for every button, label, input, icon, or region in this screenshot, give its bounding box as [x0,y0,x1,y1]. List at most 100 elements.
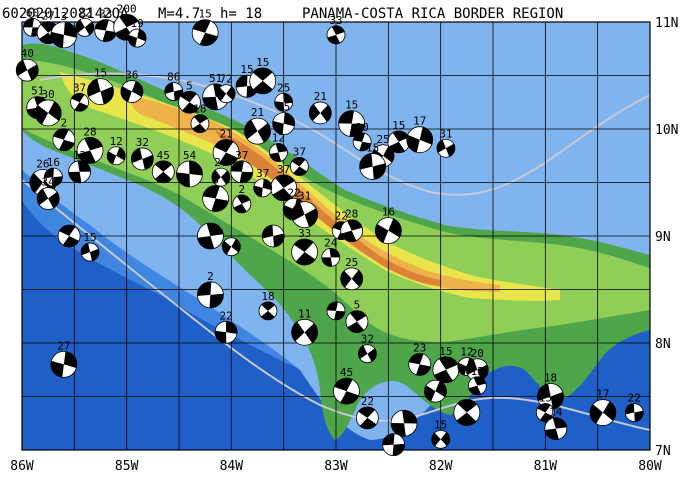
depth-label: 15 [434,418,447,431]
focal-mechanism: 33 [291,227,319,266]
compressional-quadrant [275,174,295,188]
depth-label: 22 [288,186,301,199]
compressional-quadrant [383,146,395,163]
focal-mechanism: 3 [202,174,230,212]
compressional-quadrant [189,160,203,176]
compressional-quadrant [52,176,63,187]
depth-label: 25 [376,133,389,146]
depth-label: 15 [240,63,253,76]
depth-label: 5 [354,299,361,312]
compressional-quadrant [537,383,551,401]
depth-label: 33 [298,227,311,240]
focal-mechanism: 22 [214,309,238,344]
compressional-quadrant [367,348,377,362]
lon-tick-label: 82W [429,459,453,474]
focal-mechanism: 22 [355,395,379,430]
compressional-quadrant [182,102,199,114]
compressional-quadrant [327,34,341,44]
compressional-quadrant [466,359,478,375]
compressional-quadrant [154,171,172,183]
compressional-quadrant [29,173,43,193]
compressional-quadrant [273,233,285,247]
compressional-quadrant [176,172,190,187]
focal-mechanism [57,224,81,248]
depth-label: 2 [61,117,68,130]
depth-label: 12 [73,149,86,162]
compressional-quadrant [457,362,467,376]
compressional-quadrant [192,123,206,133]
compressional-quadrant [94,19,109,31]
compressional-quadrant [131,81,143,97]
focal-mechanism: 30 [34,88,62,127]
lon-tick-label: 83W [324,459,348,474]
compressional-quadrant [293,166,307,176]
depth-label: 40 [21,47,34,60]
depth-label: 15 [345,99,358,112]
depth-label: 23 [413,341,426,354]
compressional-quadrant [283,93,293,104]
focal-mechanism: 17 [589,388,617,426]
compressional-quadrant [217,87,227,101]
focal-mechanism: 33 [94,8,118,42]
compressional-quadrant [291,202,305,221]
compressional-quadrant [261,301,275,311]
depth-label: 32 [361,333,374,346]
depth-label: 20 [356,121,369,134]
compressional-quadrant [291,157,306,167]
depth-label: 11 [298,307,311,320]
focal-mechanism: 22 [75,6,95,37]
compressional-quadrant [589,404,603,424]
focal-mechanism: 15 [80,231,100,262]
focal-mechanism: 11 [291,307,319,346]
depth-label: 19 [131,17,144,30]
compressional-quadrant [408,353,424,365]
compressional-quadrant [74,102,88,112]
focal-mechanism: 12 [106,135,126,166]
compressional-quadrant [236,194,251,204]
focal-mechanism [221,237,241,257]
depth-label: 36 [125,69,138,82]
compressional-quadrant [164,82,174,94]
depth-label: 54 [183,149,197,162]
depth-label: 28 [83,125,96,138]
compressional-quadrant [84,21,94,36]
compressional-quadrant [16,59,28,76]
compressional-quadrant [331,25,345,35]
depth-label: 15 [539,392,552,405]
south-plate-boundary [22,179,650,431]
compressional-quadrant [226,86,236,101]
focal-mechanism: 37 [289,145,309,176]
compressional-quadrant [334,378,353,392]
depth-label: 15 [83,231,96,244]
depth-label: 3 [212,174,219,187]
header-magnitude: M=4.7 [158,6,200,22]
focal-mechanism: 15 [338,99,366,138]
compressional-quadrant [440,432,450,446]
focal-mechanism [382,433,405,457]
compressional-quadrant [435,381,447,397]
focal-mechanism: 20 [352,121,372,152]
compressional-quadrant [320,105,332,122]
compressional-quadrant [48,101,62,121]
compressional-quadrant [473,376,486,386]
focal-mechanism: 21 [308,90,332,125]
focal-mechanism: 2 [52,117,76,152]
compressional-quadrant [351,270,363,287]
compressional-quadrant [116,147,126,161]
compressional-quadrant [68,171,82,183]
depth-label: 25 [277,81,290,94]
focal-mechanism: 15 [249,56,277,95]
compressional-quadrant [262,225,274,239]
compressional-quadrant [359,141,372,151]
focal-mechanism: 20 [465,347,489,382]
compressional-quadrant [214,139,234,153]
lon-tick-label: 81W [534,459,558,474]
compressional-quadrant [340,270,352,288]
compressional-quadrant [62,236,79,248]
depth-label: 31 [298,190,311,203]
depth-label: 25 [345,256,358,269]
focal-mechanism: 15 [535,392,555,422]
compressional-quadrant [131,148,143,164]
depth-label: 14 [549,406,563,419]
depth-label: 15 [256,56,269,69]
